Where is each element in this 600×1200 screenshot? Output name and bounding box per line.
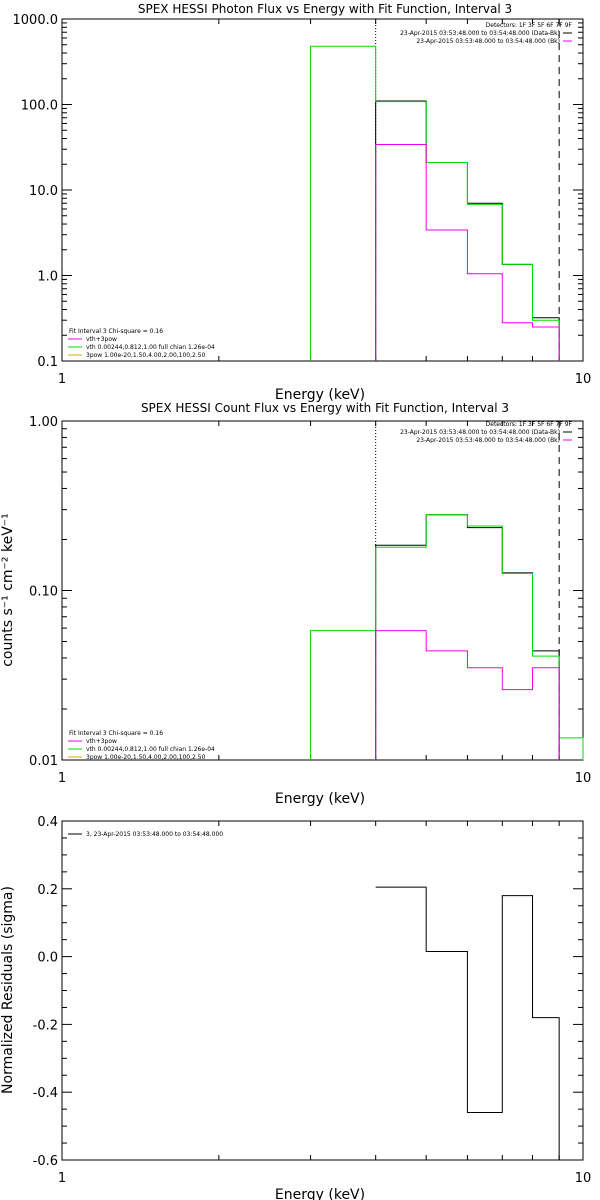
series-black-histogram bbox=[375, 100, 560, 361]
y-tick-label: 0.4 bbox=[37, 815, 58, 830]
residuals-xlabel: Energy (keV) bbox=[275, 1187, 365, 1200]
photon-header-line: Detectors: 1F 3F 5F 6F 7F 9F bbox=[486, 22, 573, 29]
x-tick-label: 1 bbox=[58, 372, 66, 387]
x-tick-label: 1 bbox=[58, 1171, 66, 1186]
photon-header-line: 23-Apr-2015 03:53:48.000 to 03:54:48.000… bbox=[400, 30, 560, 37]
legend-fit-info: Fit Interval 3 Chi-square = 0.16 bbox=[69, 328, 163, 335]
count-flux-xlabel: Energy (keV) bbox=[275, 791, 365, 807]
x-tick-label: 10 bbox=[575, 1171, 592, 1186]
legend-entry: vth+3pow bbox=[86, 738, 117, 745]
legend-entry: vth+3pow bbox=[86, 336, 117, 343]
count-flux-ylabel: counts s⁻¹ cm⁻² keV⁻¹ bbox=[0, 513, 16, 667]
legend-entry: 3, 23-Apr-2015 03:53:48.000 to 03:54:48.… bbox=[86, 831, 223, 838]
photon-header-line: 23-Apr-2015 03:53:48.000 to 03:54:48.000… bbox=[416, 38, 560, 45]
residuals-ylabel: Normalized Residuals (sigma) bbox=[0, 886, 16, 1094]
series-black-histogram bbox=[375, 886, 560, 1160]
count-header-line: 23-Apr-2015 03:53:48.000 to 03:54:48.000… bbox=[416, 437, 560, 444]
y-tick-label: 0.10 bbox=[29, 585, 58, 600]
x-tick-label: 10 bbox=[575, 771, 592, 786]
series-green-histogram bbox=[310, 514, 584, 760]
count-header-line: 23-Apr-2015 03:53:48.000 to 03:54:48.000… bbox=[400, 429, 560, 436]
series-green-histogram bbox=[310, 45, 560, 361]
y-tick-label: 0.0 bbox=[37, 951, 58, 966]
photon-flux-panel: SPEX HESSI Photon Flux vs Energy with Fi… bbox=[13, 2, 592, 403]
photon-flux-legend: Fit Interval 3 Chi-square = 0.16 vth+3po… bbox=[68, 328, 215, 359]
legend-fit-info: Fit Interval 3 Chi-square = 0.16 bbox=[69, 730, 163, 737]
y-tick-label: 1.00 bbox=[29, 415, 58, 430]
residuals-legend: 3, 23-Apr-2015 03:53:48.000 to 03:54:48.… bbox=[68, 831, 223, 838]
photon-flux-title: SPEX HESSI Photon Flux vs Energy with Fi… bbox=[138, 2, 512, 16]
residuals-panel: Energy (keV) Normalized Residuals (sigma… bbox=[0, 815, 591, 1200]
y-tick-label: 100.0 bbox=[21, 99, 58, 114]
x-tick-label: 10 bbox=[575, 372, 592, 387]
legend-entry: vth 0.00244,0.812,1.00 full chian 1.26e-… bbox=[86, 344, 215, 351]
y-tick-label: 1.0 bbox=[37, 270, 58, 285]
y-tick-label: -0.4 bbox=[33, 1086, 58, 1101]
legend-entry: 3pow 1.00e-20,1.50,4.00,2.00,100,2.50 bbox=[86, 754, 206, 761]
y-tick-label: -0.6 bbox=[33, 1154, 58, 1169]
y-tick-label: -0.2 bbox=[33, 1018, 58, 1033]
series-magenta-histogram bbox=[375, 630, 560, 760]
plot-frame bbox=[61, 18, 584, 362]
legend-entry: 3pow 1.00e-20,1.50,4.00,2.00,100,2.50 bbox=[86, 352, 206, 359]
y-tick-label: 0.2 bbox=[37, 883, 58, 898]
count-flux-panel: SPEX HESSI Count Flux vs Energy with Fit… bbox=[0, 401, 591, 807]
count-flux-header: Detectors: 1F 3F 5F 6F 7F 9F 23-Apr-2015… bbox=[400, 421, 572, 444]
y-tick-label: 10.0 bbox=[29, 184, 58, 199]
x-tick-label: 1 bbox=[58, 771, 66, 786]
photon-flux-xlabel: Energy (keV) bbox=[275, 387, 365, 403]
legend-entry: vth 0.00244,0.812,1.00 full chian 1.26e-… bbox=[86, 746, 215, 753]
y-tick-label: 0.01 bbox=[29, 754, 58, 769]
series-magenta-histogram bbox=[375, 144, 560, 361]
photon-flux-header: Detectors: 1F 3F 5F 6F 7F 9F 23-Apr-2015… bbox=[400, 22, 572, 45]
count-header-line: Detectors: 1F 3F 5F 6F 7F 9F bbox=[486, 421, 573, 428]
plot-frame bbox=[61, 820, 584, 1161]
count-flux-title: SPEX HESSI Count Flux vs Energy with Fit… bbox=[141, 401, 509, 415]
count-flux-legend: Fit Interval 3 Chi-square = 0.16 vth+3po… bbox=[68, 730, 215, 761]
plot-frame bbox=[61, 420, 584, 761]
y-tick-label: 0.1 bbox=[37, 355, 58, 370]
y-tick-label: 1000.0 bbox=[13, 13, 59, 28]
series-black-histogram bbox=[375, 514, 560, 760]
